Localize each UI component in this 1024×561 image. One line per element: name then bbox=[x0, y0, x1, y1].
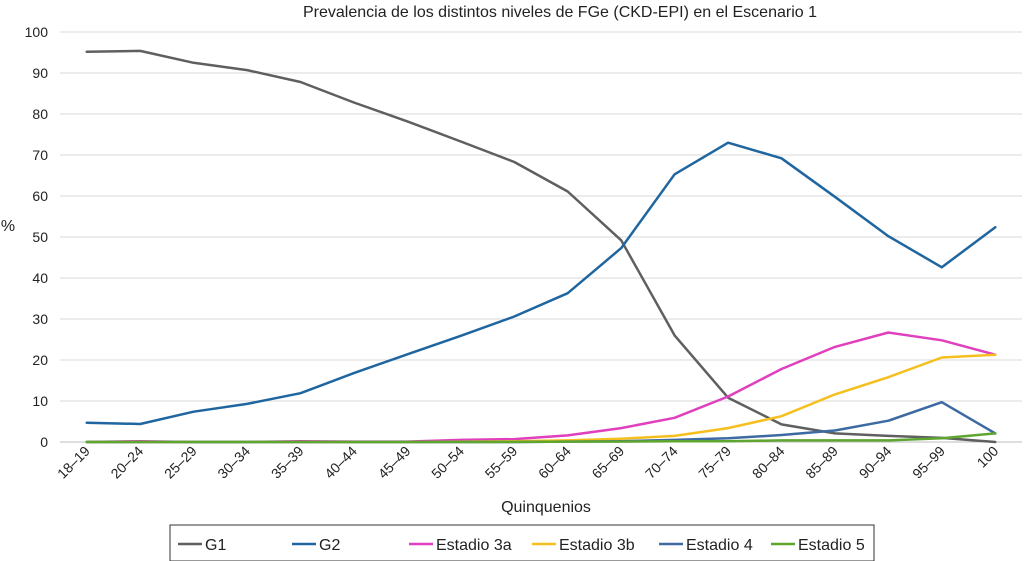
x-tick-label: 30–34 bbox=[214, 443, 253, 482]
chart-title: Prevalencia de los distintos niveles de … bbox=[303, 4, 817, 21]
legend-box bbox=[169, 524, 875, 561]
x-tick-label: 25–29 bbox=[161, 443, 200, 482]
y-tick-label: 50 bbox=[32, 229, 48, 245]
gridlines bbox=[60, 31, 1022, 443]
legend-item: G1 bbox=[178, 537, 226, 554]
legend-label: G1 bbox=[205, 537, 226, 554]
series-line-estadio-3b bbox=[85, 353, 997, 444]
legend-label: Estadio 5 bbox=[798, 537, 865, 554]
x-tick-label: 70–74 bbox=[642, 443, 681, 482]
series-line-g1 bbox=[85, 49, 997, 444]
series-line-estadio-5 bbox=[85, 432, 997, 444]
x-tick-label: 50–54 bbox=[428, 443, 467, 482]
legend-item: G2 bbox=[292, 537, 340, 554]
y-tick-label: 0 bbox=[40, 434, 48, 450]
legend-item: Estadio 5 bbox=[771, 537, 865, 554]
y-tick-label: 100 bbox=[25, 24, 49, 40]
x-tick-label: 20–24 bbox=[107, 443, 146, 482]
x-tick-label: 18–19 bbox=[54, 443, 93, 482]
x-tick-label: 85–89 bbox=[802, 443, 841, 482]
x-tick-label: 90–94 bbox=[856, 443, 895, 482]
y-tick-label: 30 bbox=[32, 311, 48, 327]
x-tick-label: 55–59 bbox=[482, 443, 521, 482]
legend-label: Estadio 3a bbox=[436, 537, 512, 554]
legend: G1 G2 Estadio 3a Estadio 3b Estadio 4 Estadio… bbox=[178, 537, 865, 554]
x-tick-label: 60–64 bbox=[535, 443, 574, 482]
x-tick-label: 80–84 bbox=[749, 443, 788, 482]
x-axis-label: Quinquenios bbox=[501, 499, 591, 516]
y-tick-label: 10 bbox=[32, 393, 48, 409]
y-tick-label: 20 bbox=[32, 352, 48, 368]
y-axis-ticks: 0 10 20 30 40 50 60 70 80 90 100 bbox=[25, 24, 49, 450]
y-tick-label: 90 bbox=[32, 65, 48, 81]
series-lines bbox=[85, 49, 997, 444]
x-axis-ticks: 18–19 20–24 25–29 30–34 35–39 40–44 45–49 50–54… bbox=[54, 443, 1002, 482]
x-tick-label: 65–69 bbox=[588, 443, 627, 482]
legend-item: Estadio 4 bbox=[659, 537, 753, 554]
legend-item: Estadio 3b bbox=[532, 537, 635, 554]
legend-label: Estadio 4 bbox=[686, 537, 753, 554]
x-tick-label: 75–79 bbox=[695, 443, 734, 482]
y-tick-label: 70 bbox=[32, 147, 48, 163]
y-axis-label: % bbox=[1, 218, 15, 235]
y-tick-label: 80 bbox=[32, 106, 48, 122]
x-tick-label: 35–39 bbox=[268, 443, 307, 482]
legend-label: Estadio 3b bbox=[559, 537, 635, 554]
y-tick-label: 60 bbox=[32, 188, 48, 204]
x-tick-label: 45–49 bbox=[375, 443, 414, 482]
legend-label: G2 bbox=[319, 537, 340, 554]
legend-item: Estadio 3a bbox=[409, 537, 512, 554]
y-tick-label: 40 bbox=[32, 270, 48, 286]
x-tick-label: 100 bbox=[974, 443, 1002, 471]
x-tick-label: 95–99 bbox=[909, 443, 948, 482]
series-line-g2 bbox=[85, 141, 997, 426]
x-tick-label: 40–44 bbox=[321, 443, 360, 482]
